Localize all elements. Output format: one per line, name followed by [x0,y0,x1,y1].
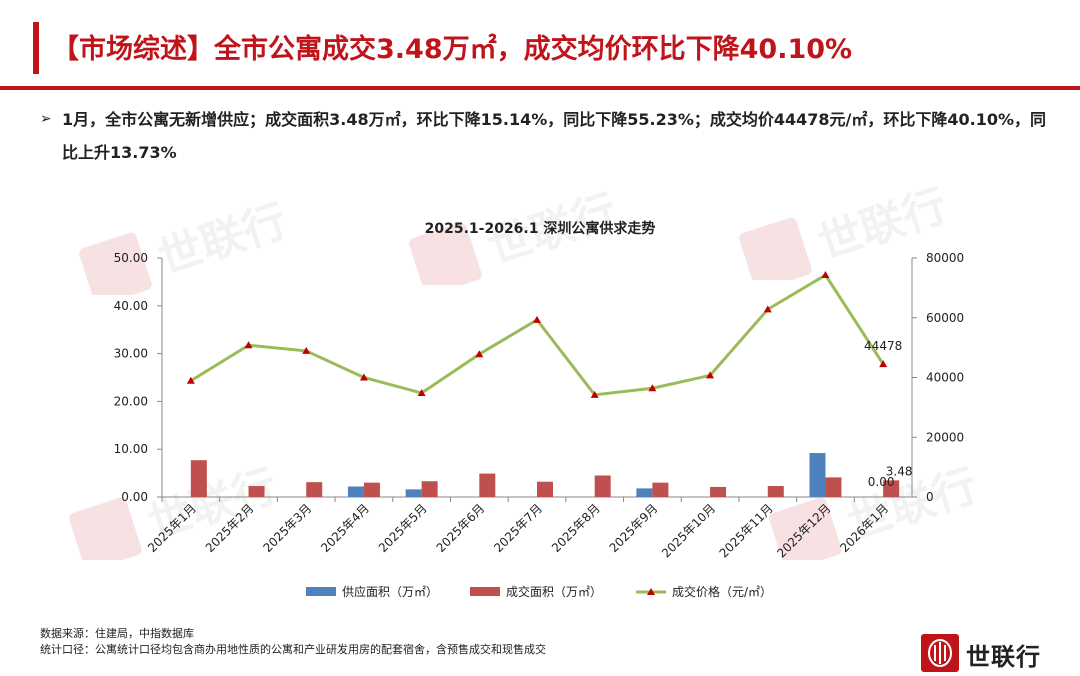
chart-title: 2025.1-2026.1 深圳公寓供求走势 [425,220,656,237]
left-tick-label: 50.00 [114,251,148,265]
deal-bar [190,460,207,497]
chart-axes: 0.00 10.00 20.00 30.00 40.00 50.00 0 20000 40000… [114,251,965,560]
deal-bar [710,486,727,497]
x-tick-label: 2026年1月 [837,501,891,555]
page-title: 【市场综述】全市公寓成交3.48万㎡，成交均价环比下降40.10% [52,34,853,65]
x-tick-label: 2025年1月 [145,501,199,555]
deal-bar [825,477,842,497]
deal-bar [479,473,496,497]
deal-bar [421,481,438,497]
right-tick-label: 60000 [926,311,964,325]
data-source: 数据来源：住建局，中指数据库 [40,627,194,640]
left-tick-label: 30.00 [114,347,148,361]
price-marker [879,360,888,368]
x-tick-label: 2025年4月 [318,501,372,555]
chart-bars [190,453,900,497]
supply-bar [636,488,653,497]
legend-label-price: 成交价格（元/㎡） [672,585,773,599]
x-tick-label: 2025年2月 [203,501,257,555]
deal-bar [883,480,900,497]
x-tick-label: 2025年8月 [549,501,603,555]
legend-swatch-supply [306,587,336,596]
left-tick-label: 10.00 [114,442,148,456]
x-tick-label: 2025年9月 [607,501,661,555]
supply-bar [347,486,364,497]
price-marker [186,376,195,384]
footer-notes: 数据来源：住建局，中指数据库 统计口径：公寓统计口径均包含商办用地性质的公寓和产… [40,626,546,658]
chart-price-line [186,271,888,398]
right-tick-label: 40000 [926,371,964,385]
x-tick-label: 2025年7月 [491,501,545,555]
bullet-arrow-icon: ➢ [40,111,52,127]
deal-bar [594,475,611,497]
summary-text: 1月，全市公寓无新增供应；成交面积3.48万㎡，环比下降15.14%，同比下降5… [62,110,1047,162]
chart-labels: 3.480.00 44478 [864,339,912,489]
price-line [190,273,885,397]
brand-name: 世联行 [966,643,1041,671]
deal-bar [767,486,784,497]
left-tick-label: 40.00 [114,299,148,313]
price-marker [533,315,541,323]
right-tick-label: 80000 [926,251,964,265]
deal-bar [537,481,553,497]
brand-logo-art [928,639,952,667]
price-marker [359,373,368,381]
price-marker [475,350,484,358]
deal-bar [363,482,380,497]
legend-item-deal: 成交面积（万㎡） [470,583,602,600]
price-marker [302,346,311,354]
price-marker [590,390,599,398]
price-last-label: 44478 [864,339,902,353]
title-accent-bar [33,22,39,74]
brand-logo-icon [921,634,959,672]
legend-swatch-deal [470,587,500,596]
legend-item-supply: 供应面积（万㎡） [306,583,438,600]
x-tick-label: 2025年3月 [260,501,314,555]
price-marker [821,271,830,279]
legend-swatch-price [636,587,666,595]
price-marker [417,389,426,397]
right-tick-label: 0 [926,490,934,504]
left-tick-label: 0.00 [121,490,148,504]
summary-bullet: ➢ 1月，全市公寓无新增供应；成交面积3.48万㎡，环比下降15.14%，同比下… [40,103,1050,169]
deal-bar [652,482,669,497]
supply-last-label: 0.00 [868,475,895,489]
supply-bar [405,489,422,497]
right-tick-label: 20000 [926,430,964,444]
deal-bar [306,482,323,497]
left-tick-label: 20.00 [114,394,148,408]
deal-last-label: 3.48 [886,464,913,478]
price-marker [648,384,657,392]
x-tick-label: 2025年5月 [376,501,430,555]
supply-bar [809,453,826,497]
legend-label-supply: 供应面积（万㎡） [342,585,439,599]
supply-demand-chart: 2025.1-2026.1 深圳公寓供求走势 0.00 10.00 20.00 30.… [114,220,965,560]
x-tick-label: 2025年12月 [774,501,833,560]
price-marker [706,371,715,379]
legend-label-deal: 成交面积（万㎡） [506,585,603,599]
x-tick-label: 2025年11月 [717,501,776,560]
title-divider [0,86,1080,90]
x-tick-label: 2025年6月 [434,501,488,555]
legend-item-price: 成交价格（元/㎡） [636,583,772,600]
deal-bar [248,486,265,497]
x-tick-label: 2025年10月 [659,501,718,560]
price-marker [763,305,772,313]
statistics-note: 统计口径：公寓统计口径均包含商办用地性质的公寓和产业研发用房的配套宿舍，含预售成… [40,643,546,656]
price-marker [244,341,253,349]
